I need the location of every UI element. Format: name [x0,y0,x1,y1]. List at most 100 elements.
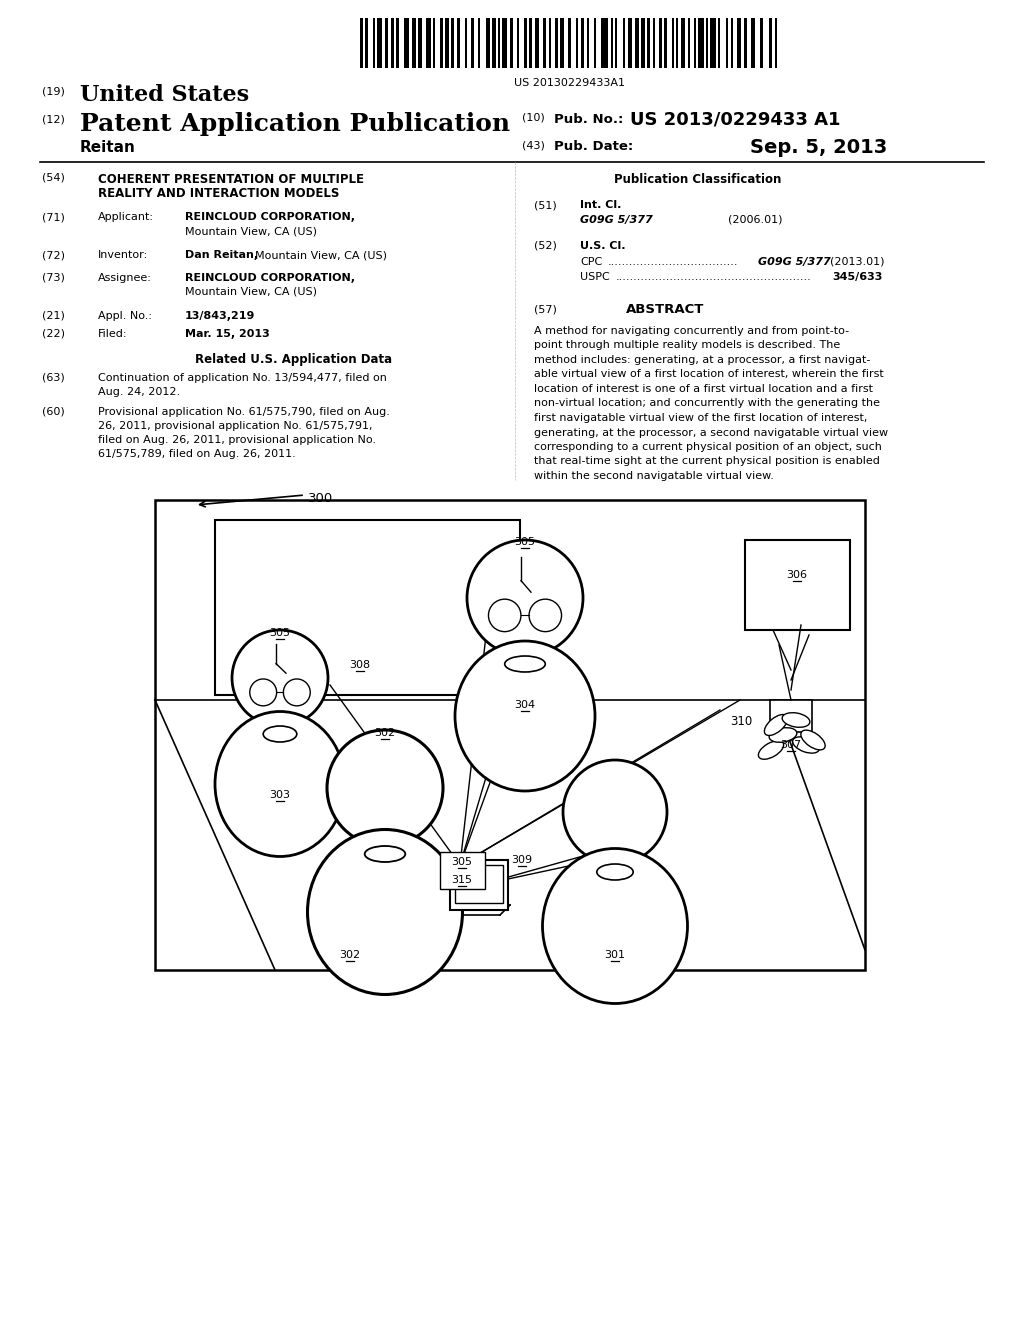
Text: (10): (10) [522,114,545,123]
Text: 13/843,219: 13/843,219 [185,312,255,321]
Bar [529,18,532,69]
Bar [524,18,526,69]
Bar [688,18,690,69]
Text: 315: 315 [452,875,472,884]
Bar [549,18,551,69]
Bar [426,18,431,69]
Bar [471,18,474,69]
Bar [377,18,382,69]
Bar [760,18,763,69]
Text: Publication Classification: Publication Classification [614,173,781,186]
Text: 305: 305 [452,857,472,867]
Bar [769,18,772,69]
Bar [743,18,748,69]
Text: Mountain View, CA (US): Mountain View, CA (US) [255,249,387,260]
Ellipse shape [782,713,810,727]
Text: Int. Cl.: Int. Cl. [580,201,622,210]
Bar [641,18,645,69]
Text: Aug. 24, 2012.: Aug. 24, 2012. [98,387,180,397]
Bar [365,18,368,69]
Bar [493,18,496,69]
Text: corresponding to a current physical position of an object, such: corresponding to a current physical posi… [534,442,882,451]
Bar [503,18,507,69]
Text: Pub. No.:: Pub. No.: [554,114,624,125]
Bar [601,18,607,69]
Bar [775,18,777,69]
Text: USPC: USPC [580,272,609,282]
Ellipse shape [764,714,787,735]
Text: (52): (52) [534,242,557,251]
Bar [681,18,685,69]
Bar [418,18,422,69]
Ellipse shape [365,846,406,862]
Bar [718,18,720,69]
Text: (57): (57) [534,305,557,315]
Text: Sep. 5, 2013: Sep. 5, 2013 [750,139,887,157]
Bar [396,18,398,69]
Text: (51): (51) [534,201,557,210]
Text: (2013.01): (2013.01) [830,257,885,267]
Text: 300: 300 [308,492,333,506]
Bar [582,18,584,69]
Bar [653,18,655,69]
Text: 301: 301 [604,950,626,960]
Ellipse shape [215,711,345,857]
Text: (72): (72) [42,249,65,260]
Bar [439,18,442,69]
Text: non-virtual location; and concurrently with the generating the: non-virtual location; and concurrently w… [534,399,880,408]
Bar [452,18,455,69]
Bar [611,18,613,69]
Bar [672,18,674,69]
Bar [594,18,596,69]
Circle shape [232,630,328,726]
Text: generating, at the processor, a second navigatable virtual view: generating, at the processor, a second n… [534,428,888,437]
Ellipse shape [505,656,546,672]
Text: (21): (21) [42,312,65,321]
Bar [658,18,662,69]
Text: Dan Reitan,: Dan Reitan, [185,249,258,260]
Bar [736,18,740,69]
Bar [711,18,716,69]
Bar [770,700,812,733]
Text: (22): (22) [42,329,65,339]
Ellipse shape [307,829,463,994]
Text: Reitan: Reitan [80,140,136,154]
Text: (43): (43) [522,140,545,150]
Bar [587,18,590,69]
Text: 306: 306 [786,570,808,579]
Text: method includes: generating, at a processor, a first navigat-: method includes: generating, at a proces… [534,355,870,366]
Bar [433,18,435,69]
Bar [555,18,558,69]
Ellipse shape [801,730,825,750]
Bar [391,18,393,69]
Bar [440,851,485,888]
Bar [215,520,520,696]
Bar [693,18,695,69]
Text: REINCLOUD CORPORATION,: REINCLOUD CORPORATION, [185,273,355,282]
Bar [543,18,546,69]
Bar [745,540,850,630]
Bar [360,18,362,69]
Bar [444,18,449,69]
Text: (63): (63) [42,374,65,383]
Circle shape [467,540,583,656]
Text: A method for navigating concurrently and from point-to-: A method for navigating concurrently and… [534,326,849,337]
Bar [536,18,540,69]
Text: G09G 5/377: G09G 5/377 [580,215,652,224]
Text: (2006.01): (2006.01) [728,215,782,224]
Text: (54): (54) [42,173,65,183]
Text: ......................................................: ........................................… [616,272,812,282]
Bar [450,861,508,909]
Bar [498,18,500,69]
Text: 305: 305 [514,537,536,546]
Text: 302: 302 [375,729,395,738]
Text: ABSTRACT: ABSTRACT [626,304,705,315]
Text: G09G 5/377: G09G 5/377 [758,257,830,267]
Text: US 20130229433A1: US 20130229433A1 [514,78,626,88]
Bar [615,18,617,69]
Bar [730,18,732,69]
Ellipse shape [455,642,595,791]
Text: US 2013/0229433 A1: US 2013/0229433 A1 [630,110,841,128]
Bar [478,18,480,69]
Bar [698,18,703,69]
